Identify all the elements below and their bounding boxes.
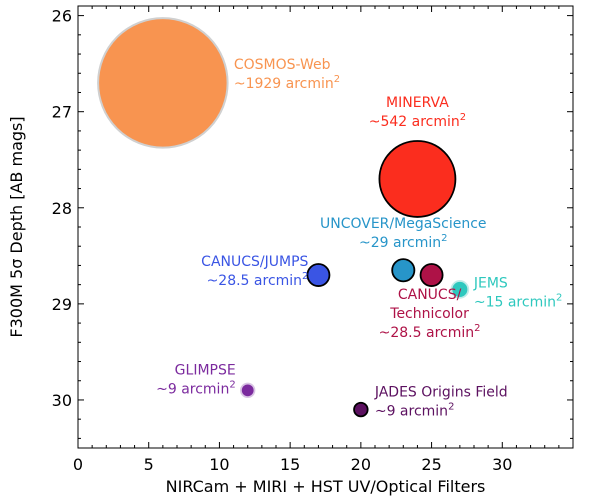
data-point (419, 263, 444, 287)
data-point (378, 140, 457, 218)
data-point (306, 263, 331, 287)
data-label: JADES Origins Field~9 arcmin2 (374, 385, 508, 420)
data-label-line: UNCOVER/MegaScience (320, 216, 487, 232)
x-tick-label: 5 (144, 455, 154, 474)
axis-ticks: 0 5 10 15 20 25 30 26 27 28 29 30 (52, 6, 574, 474)
data-label: JEMS~15 arcmin2 (473, 275, 563, 310)
y-tick-label: 28 (52, 199, 72, 218)
data-label: CANUCS/JUMPS~28.5 arcmin2 (201, 254, 308, 289)
data-label: CANUCS/Technicolor~28.5 arcmin2 (379, 287, 481, 341)
x-tick-label: 15 (280, 455, 300, 474)
data-label-line: CANUCS/ (398, 287, 462, 303)
superscript: 2 (229, 379, 235, 390)
data-point (240, 382, 256, 399)
data-label-line: CANUCS/JUMPS (201, 254, 308, 270)
superscript: 2 (474, 323, 480, 334)
data-label: COSMOS-Web~1929 arcmin2 (234, 57, 340, 92)
superscript: 2 (334, 74, 340, 85)
y-tick-label: 27 (52, 103, 72, 122)
y-tick-label: 30 (52, 391, 72, 410)
data-label: GLIMPSE~9 arcmin2 (156, 362, 236, 397)
superscript: 2 (448, 402, 454, 413)
data-label-line: ~28.5 arcmin2 (207, 271, 309, 289)
data-label-line: ~9 arcmin2 (156, 379, 236, 397)
data-label-line: JADES Origins Field (374, 385, 508, 401)
x-tick-label: 0 (73, 455, 83, 474)
y-axis-label: F300M 5σ Depth [AB mags] (7, 116, 26, 337)
data-points (97, 17, 470, 418)
superscript: 2 (302, 271, 308, 282)
data-point (391, 258, 416, 283)
superscript: 2 (460, 112, 466, 123)
superscript: 2 (441, 233, 447, 244)
data-point (450, 280, 470, 299)
superscript: 2 (556, 292, 562, 303)
x-tick-label: 25 (421, 455, 441, 474)
data-labels: COSMOS-Web~1929 arcmin2 MINERVA~542 arcmi… (156, 57, 562, 420)
data-label-line: GLIMPSE (175, 362, 236, 378)
data-label-line: MINERVA (386, 95, 449, 111)
data-label-line: ~542 arcmin2 (369, 112, 466, 130)
data-label: UNCOVER/MegaScience~29 arcmin2 (320, 216, 487, 251)
data-label: MINERVA~542 arcmin2 (369, 95, 466, 130)
x-tick-label: 30 (492, 455, 512, 474)
data-label-line: ~28.5 arcmin2 (379, 323, 481, 341)
data-label-line: COSMOS-Web (234, 57, 331, 73)
data-point (97, 17, 229, 149)
data-point (353, 401, 369, 418)
data-label-line: JEMS (473, 275, 508, 291)
x-tick-label: 10 (209, 455, 229, 474)
data-label-line: ~1929 arcmin2 (234, 74, 340, 92)
data-label-line: ~9 arcmin2 (375, 402, 455, 420)
x-tick-label: 20 (351, 455, 371, 474)
data-label-line: ~15 arcmin2 (474, 292, 563, 310)
y-tick-label: 29 (52, 295, 72, 314)
y-tick-label: 26 (52, 7, 72, 26)
x-axis-label: NIRCam + MIRI + HST UV/Optical Filters (166, 477, 486, 496)
data-label-line: ~29 arcmin2 (359, 233, 448, 251)
data-label-line: Technicolor (389, 306, 469, 322)
